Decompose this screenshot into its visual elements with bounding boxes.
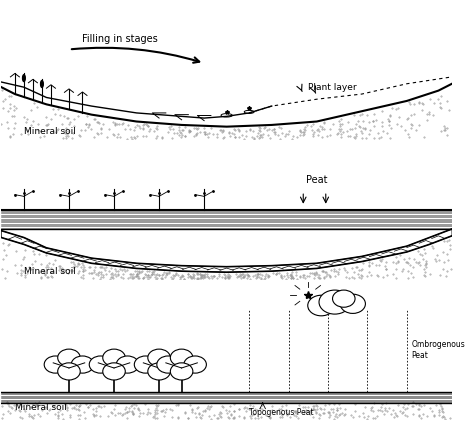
Circle shape (134, 356, 157, 373)
Circle shape (71, 356, 94, 373)
Circle shape (157, 356, 179, 373)
Text: Ombrogenous
Peat: Ombrogenous Peat (411, 340, 465, 360)
Circle shape (103, 349, 125, 366)
Text: Mineral soil: Mineral soil (24, 127, 76, 136)
Circle shape (103, 363, 125, 380)
Circle shape (333, 290, 355, 307)
Circle shape (44, 356, 67, 373)
Text: Peat: Peat (306, 175, 328, 185)
Text: Topogenous Peat: Topogenous Peat (249, 408, 314, 417)
Text: Mineral soil: Mineral soil (24, 267, 76, 276)
Circle shape (184, 356, 206, 373)
Circle shape (170, 363, 193, 380)
Text: Mineral soil: Mineral soil (15, 403, 67, 412)
Polygon shape (1, 229, 452, 272)
Circle shape (116, 356, 139, 373)
Circle shape (148, 363, 170, 380)
Circle shape (319, 290, 351, 314)
Ellipse shape (23, 75, 25, 81)
Circle shape (340, 294, 365, 314)
Circle shape (89, 356, 112, 373)
Text: Filling in stages: Filling in stages (82, 34, 158, 44)
Ellipse shape (41, 81, 43, 87)
Circle shape (161, 356, 184, 373)
Text: Plant layer: Plant layer (308, 83, 356, 92)
Circle shape (148, 349, 170, 366)
Circle shape (170, 349, 193, 366)
Circle shape (58, 349, 80, 366)
Circle shape (58, 363, 80, 380)
Circle shape (308, 295, 335, 316)
